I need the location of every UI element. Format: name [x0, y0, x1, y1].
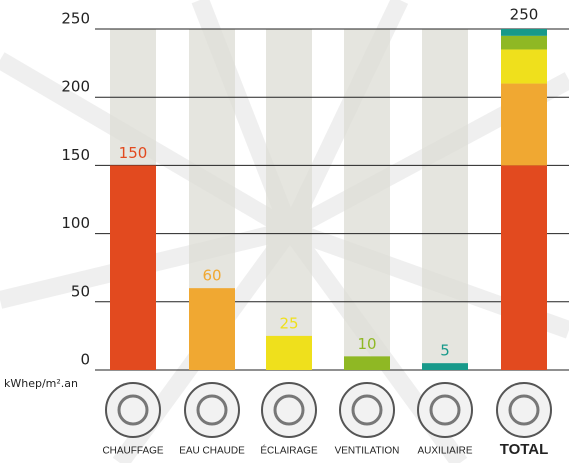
x-tick-label: ÉCLAIRAGE [260, 444, 318, 457]
y-tick-label: 150 [61, 146, 90, 164]
y-tick-label: 50 [71, 282, 90, 300]
bar-track [344, 29, 390, 370]
category-icon [417, 382, 473, 438]
x-tick-label: VENTILATION [335, 446, 400, 457]
bar-track [422, 29, 468, 370]
icon-inner [273, 394, 305, 426]
icon-circle [105, 382, 161, 438]
value-label: 25 [279, 314, 298, 332]
icon-circle [184, 382, 240, 438]
icon-inner [429, 394, 461, 426]
bar [344, 356, 390, 370]
icon-circle [261, 382, 317, 438]
category-icon [184, 382, 240, 438]
icon-inner [351, 394, 383, 426]
y-tick-label: 100 [61, 214, 90, 232]
bar-track [266, 29, 312, 370]
total-value-label: 250 [510, 6, 539, 24]
total-segment [501, 83, 547, 166]
y-tick-label: 0 [80, 351, 90, 369]
value-label: 150 [119, 144, 148, 162]
category-icon [261, 382, 317, 438]
x-tick-label: AUXILIAIRE [417, 446, 472, 457]
bar [266, 335, 312, 370]
icon-inner [117, 394, 149, 426]
icon-inner [196, 394, 228, 426]
total-segment [501, 35, 547, 50]
y-tick-label: 200 [61, 78, 90, 96]
category-icon [496, 382, 552, 438]
icon-circle [496, 382, 552, 438]
category-icon [105, 382, 161, 438]
total-segment [501, 49, 547, 84]
y-tick-label: 250 [61, 10, 90, 28]
x-tick-label: CHAUFFAGE [102, 446, 163, 457]
x-tick-label: EAU CHAUDE [179, 446, 245, 457]
total-segment [501, 29, 547, 36]
bar [189, 288, 235, 370]
value-label: 5 [440, 342, 450, 360]
x-tick-label: TOTAL [500, 441, 549, 458]
value-label: 60 [202, 267, 221, 285]
icon-circle [417, 382, 473, 438]
bar [110, 165, 156, 370]
icon-circle [339, 382, 395, 438]
total-segment [501, 165, 547, 370]
category-icon [339, 382, 395, 438]
value-label: 10 [357, 335, 376, 353]
bar [422, 363, 468, 370]
icon-inner [508, 394, 540, 426]
y-axis-label: kWhep/m².an [4, 377, 78, 390]
